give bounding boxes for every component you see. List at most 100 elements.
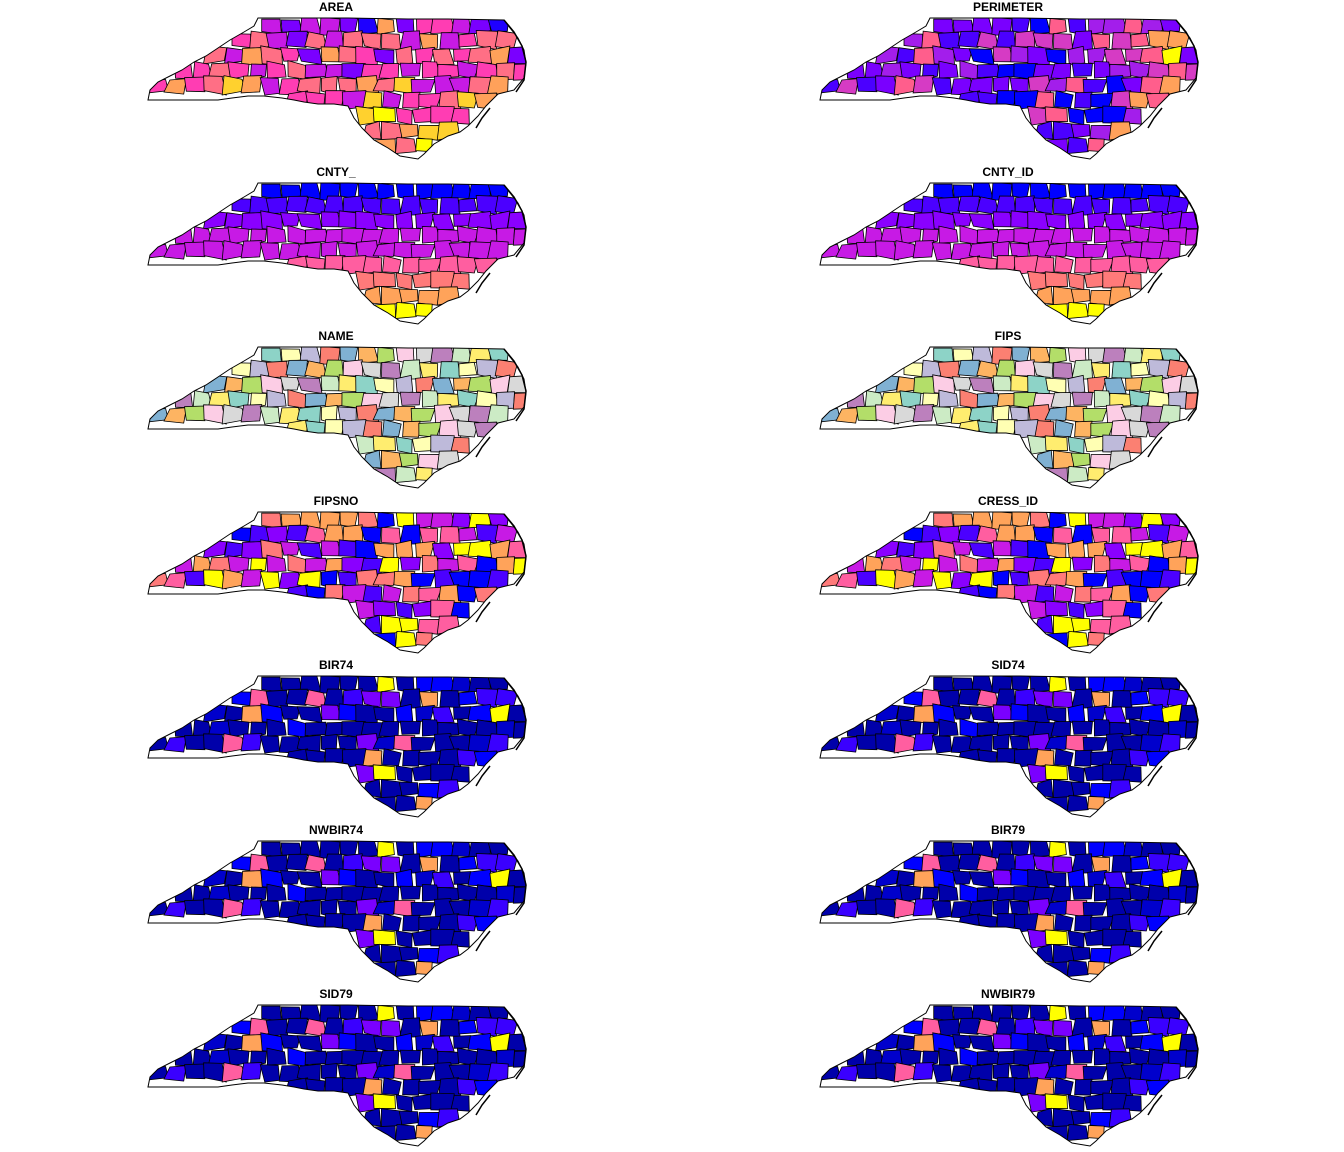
county-polygon (421, 1048, 441, 1066)
county-polygon (952, 19, 974, 33)
county-polygon (203, 733, 227, 754)
county-polygon (1074, 256, 1093, 274)
nc-county-choropleth (819, 1004, 1199, 1147)
county-polygon (1044, 435, 1068, 452)
county-polygon (279, 211, 301, 227)
county-polygon (279, 540, 301, 556)
nc-county-choropleth (819, 182, 1199, 325)
county-polygon (957, 853, 980, 871)
county-polygon (951, 869, 973, 885)
county-polygon (1102, 182, 1128, 199)
county-polygon (912, 568, 935, 587)
county-polygon (1082, 1065, 1108, 1081)
county-polygon (1067, 929, 1085, 948)
county-polygon (875, 733, 899, 754)
county-polygon (372, 406, 399, 421)
county-polygon (224, 47, 244, 65)
county-polygon (933, 512, 954, 529)
county-polygon (279, 869, 301, 885)
county-polygon (378, 63, 400, 80)
nc-county-choropleth (147, 1004, 527, 1147)
county-polygon (241, 211, 265, 231)
county-polygon (266, 60, 287, 79)
county-polygon (856, 405, 878, 422)
county-polygon (259, 899, 281, 919)
county-polygon (458, 197, 478, 212)
county-polygon (1089, 947, 1113, 964)
county-polygon (285, 359, 308, 377)
county-polygon (266, 554, 287, 573)
county-polygon (174, 555, 194, 573)
county-polygon (1044, 1093, 1068, 1110)
county-polygon (1140, 840, 1163, 858)
county-polygon (410, 572, 436, 587)
county-polygon (912, 75, 935, 94)
county-polygon (937, 689, 961, 707)
county-polygon (976, 557, 1001, 572)
county-polygon (992, 46, 1014, 63)
county-polygon (1102, 105, 1127, 124)
county-polygon (951, 47, 973, 62)
county-polygon (265, 689, 289, 707)
county-polygon (261, 18, 282, 35)
county-polygon (402, 1078, 421, 1096)
county-polygon (1102, 928, 1127, 947)
county-polygon (1111, 1019, 1133, 1037)
county-polygon (439, 1019, 461, 1037)
county-polygon (1102, 763, 1127, 782)
county-polygon (421, 390, 441, 408)
county-polygon (436, 285, 461, 306)
county-polygon (1071, 885, 1093, 900)
panel-title: NAME (318, 329, 354, 343)
county-polygon (437, 1050, 461, 1066)
county-polygon (1111, 32, 1133, 50)
county-polygon (402, 91, 421, 109)
county-polygon (208, 555, 232, 572)
county-polygon (305, 913, 326, 930)
county-polygon (395, 465, 417, 483)
county-polygon (1093, 719, 1113, 737)
county-polygon (1074, 749, 1093, 767)
county-polygon (1013, 254, 1039, 275)
county-polygon (1034, 91, 1055, 109)
panel-title: CNTY_ (316, 164, 356, 179)
county-polygon (1053, 197, 1074, 215)
county-polygon (378, 392, 400, 409)
county-polygon (1067, 45, 1086, 66)
county-polygon (259, 1064, 281, 1083)
county-polygon (1044, 764, 1068, 781)
county-polygon (381, 1019, 402, 1038)
county-polygon (304, 63, 329, 79)
county-polygon (1048, 1005, 1067, 1023)
barrier-island (475, 272, 491, 293)
county-polygon (938, 60, 959, 79)
county-polygon (1074, 420, 1093, 438)
county-polygon (1108, 1108, 1133, 1128)
county-polygon (1179, 1032, 1198, 1052)
county-polygon (342, 30, 364, 48)
county-polygon (1044, 928, 1068, 945)
county-polygon (410, 1065, 436, 1081)
county-polygon (418, 33, 439, 51)
county-polygon (1108, 779, 1133, 799)
county-polygon (1034, 1078, 1055, 1096)
county-polygon (1067, 765, 1085, 784)
county-polygon (1050, 63, 1072, 80)
county-polygon (456, 1078, 479, 1096)
county-polygon (1087, 796, 1105, 811)
county-polygon (184, 241, 206, 257)
county-polygon (976, 228, 1001, 243)
county-polygon (437, 392, 461, 408)
county-polygon (1111, 690, 1133, 708)
county-polygon (341, 912, 367, 933)
map-panel: FIPS (672, 329, 1344, 493)
county-polygon (296, 212, 323, 230)
county-polygon (431, 706, 455, 724)
county-polygon (968, 48, 995, 65)
county-polygon (1109, 721, 1133, 737)
county-polygon (296, 706, 323, 723)
county-polygon (418, 362, 439, 380)
county-polygon (296, 48, 323, 65)
county-polygon (439, 361, 461, 379)
county-polygon (437, 886, 461, 902)
